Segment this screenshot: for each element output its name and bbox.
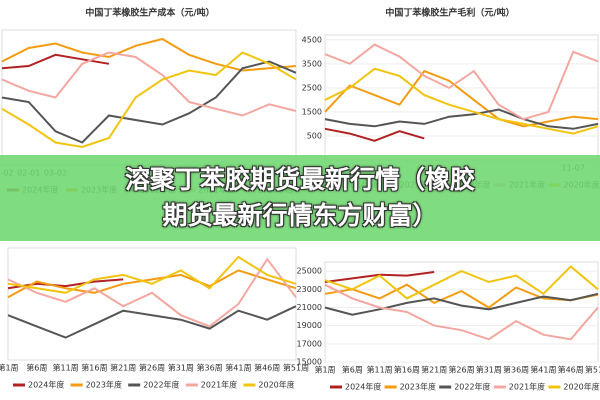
legend-label: 2020年度 bbox=[258, 380, 294, 390]
y-tick-label: 23000 bbox=[297, 285, 322, 294]
legend-label: 2021年度 bbox=[201, 380, 237, 390]
series-line bbox=[324, 265, 599, 300]
y-tick-label: 500 bbox=[307, 131, 322, 140]
x-tick-label: 第6周 bbox=[26, 363, 47, 373]
banner-line: 溶聚丁苯胶期货最新行情（橡胶 bbox=[124, 165, 475, 194]
y-tick-label: 2500 bbox=[302, 83, 322, 92]
plot-frame bbox=[1, 29, 297, 166]
series-line bbox=[1, 53, 110, 70]
y-tick-label: 15000 bbox=[297, 358, 322, 367]
series-line bbox=[324, 283, 599, 341]
y-tick-label: 17000 bbox=[297, 339, 322, 348]
series-line bbox=[7, 255, 297, 294]
legend-label: 2022年度 bbox=[454, 382, 490, 392]
series-line bbox=[1, 37, 297, 72]
series-line bbox=[7, 269, 297, 299]
legend-label: 2021年度 bbox=[509, 382, 545, 392]
x-tick-label: 第1周 bbox=[314, 365, 335, 375]
y-tick-label: 3500 bbox=[302, 59, 322, 68]
series-line bbox=[7, 305, 297, 339]
x-tick-label: 第16周 bbox=[81, 363, 107, 373]
x-tick-label: 第21周 bbox=[110, 363, 136, 373]
legend-label: 2024年度 bbox=[28, 380, 64, 390]
series-line bbox=[1, 60, 297, 144]
x-tick-label: 第26周 bbox=[139, 363, 165, 373]
series-line bbox=[7, 278, 124, 290]
x-tick-label: 第41周 bbox=[225, 363, 251, 373]
x-tick-label: 第36周 bbox=[197, 363, 223, 373]
series-line bbox=[7, 257, 297, 328]
y-tick-label: 25000 bbox=[297, 267, 322, 276]
y-tick-label: 4500 bbox=[302, 35, 322, 44]
x-tick-label: 第11周 bbox=[367, 365, 393, 375]
plot-frame bbox=[324, 34, 599, 161]
x-tick-label: 第11周 bbox=[53, 363, 79, 373]
x-tick-label: 第31周 bbox=[168, 363, 194, 373]
banner: 溶聚丁苯胶期货最新行情（橡胶 期货最新行情东方财富） bbox=[0, 155, 600, 241]
series-line bbox=[324, 292, 599, 316]
x-tick-label: 第36周 bbox=[503, 365, 529, 375]
legend-label: 2024年度 bbox=[345, 382, 381, 392]
series-line bbox=[324, 271, 435, 283]
x-tick-label: 第31周 bbox=[476, 365, 502, 375]
chart-title: 中国丁苯橡胶生产成本（元/吨） bbox=[85, 7, 214, 19]
legend-label: 2020年度 bbox=[563, 382, 599, 392]
series-line bbox=[1, 51, 297, 149]
x-tick-label: 第16周 bbox=[394, 365, 420, 375]
x-tick-label: 第46周 bbox=[254, 363, 280, 373]
legend-label: 2022年度 bbox=[143, 380, 179, 390]
series-line bbox=[324, 69, 599, 128]
series-line bbox=[324, 127, 425, 142]
plot-frame bbox=[7, 247, 297, 361]
y-tick-label: 21000 bbox=[297, 303, 322, 312]
chart-title: 中国丁苯橡胶生产毛利（元/吨） bbox=[385, 7, 514, 19]
series-line bbox=[324, 43, 599, 121]
series-line bbox=[324, 283, 599, 309]
series-line bbox=[324, 67, 599, 135]
x-tick-label: 第1周 bbox=[0, 363, 19, 373]
x-tick-label: 第26周 bbox=[448, 365, 474, 375]
legend-label: 2023年度 bbox=[86, 380, 122, 390]
banner-line: 期货最新行情东方财富） bbox=[162, 201, 438, 230]
y-tick-label: 19000 bbox=[297, 321, 322, 330]
x-tick-label: 第51周 bbox=[585, 365, 600, 375]
y-tick-label: 1500 bbox=[302, 107, 322, 116]
series-line bbox=[324, 108, 599, 130]
series-line bbox=[1, 51, 297, 117]
x-tick-label: 第46周 bbox=[558, 365, 584, 375]
x-tick-label: 第6周 bbox=[342, 365, 363, 375]
x-tick-label: 第21周 bbox=[421, 365, 447, 375]
legend-label: 2023年度 bbox=[400, 382, 436, 392]
x-tick-label: 第41周 bbox=[530, 365, 556, 375]
x-tick-label: 第51周 bbox=[283, 363, 309, 373]
